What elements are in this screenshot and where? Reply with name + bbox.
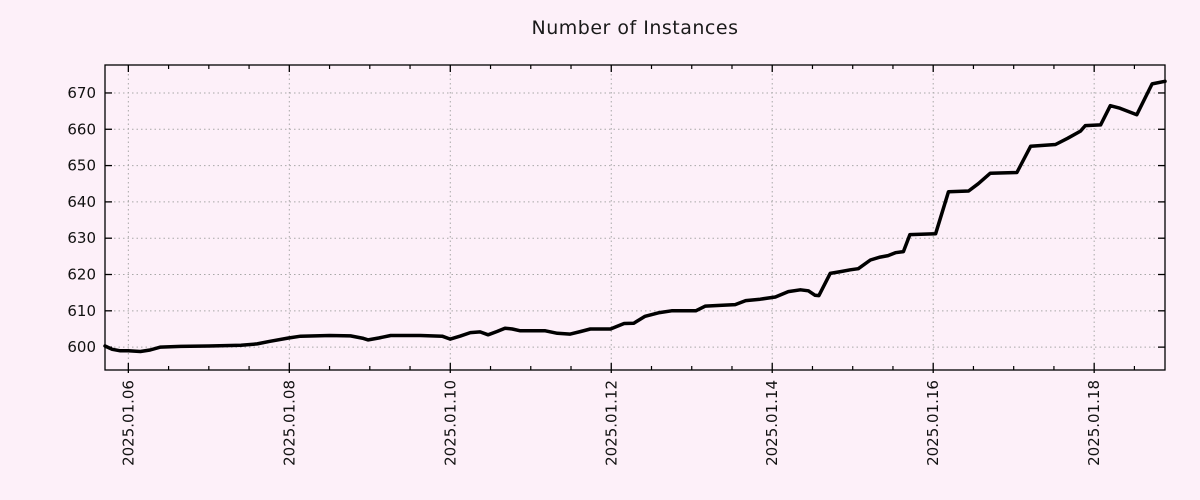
y-axis-tick-label: 660	[67, 120, 96, 138]
y-axis-tick-label: 650	[67, 157, 96, 175]
y-axis-tick-label: 640	[67, 193, 96, 211]
y-axis-tick-label: 630	[67, 229, 96, 247]
x-axis-tick-label: 2025.01.10	[441, 380, 459, 466]
plot-border	[104, 64, 1166, 371]
chart-title: Number of Instances	[531, 17, 739, 39]
y-axis-tick-label: 620	[67, 266, 96, 284]
data-line-instances	[103, 79, 1167, 354]
x-axis-tick-label: 2025.01.06	[119, 380, 137, 466]
y-axis-tick-label: 670	[67, 84, 96, 102]
x-axis-tick-label: 2025.01.14	[763, 380, 781, 466]
x-axis-tick-label: 2025.01.08	[280, 380, 298, 466]
y-axis-tick-label: 610	[67, 302, 96, 320]
x-axis-tick-label: 2025.01.12	[602, 380, 620, 466]
y-axis-tick-label: 600	[67, 338, 96, 356]
x-axis-tick-label: 2025.01.18	[1085, 380, 1103, 466]
x-axis-tick-label: 2025.01.16	[924, 380, 942, 466]
